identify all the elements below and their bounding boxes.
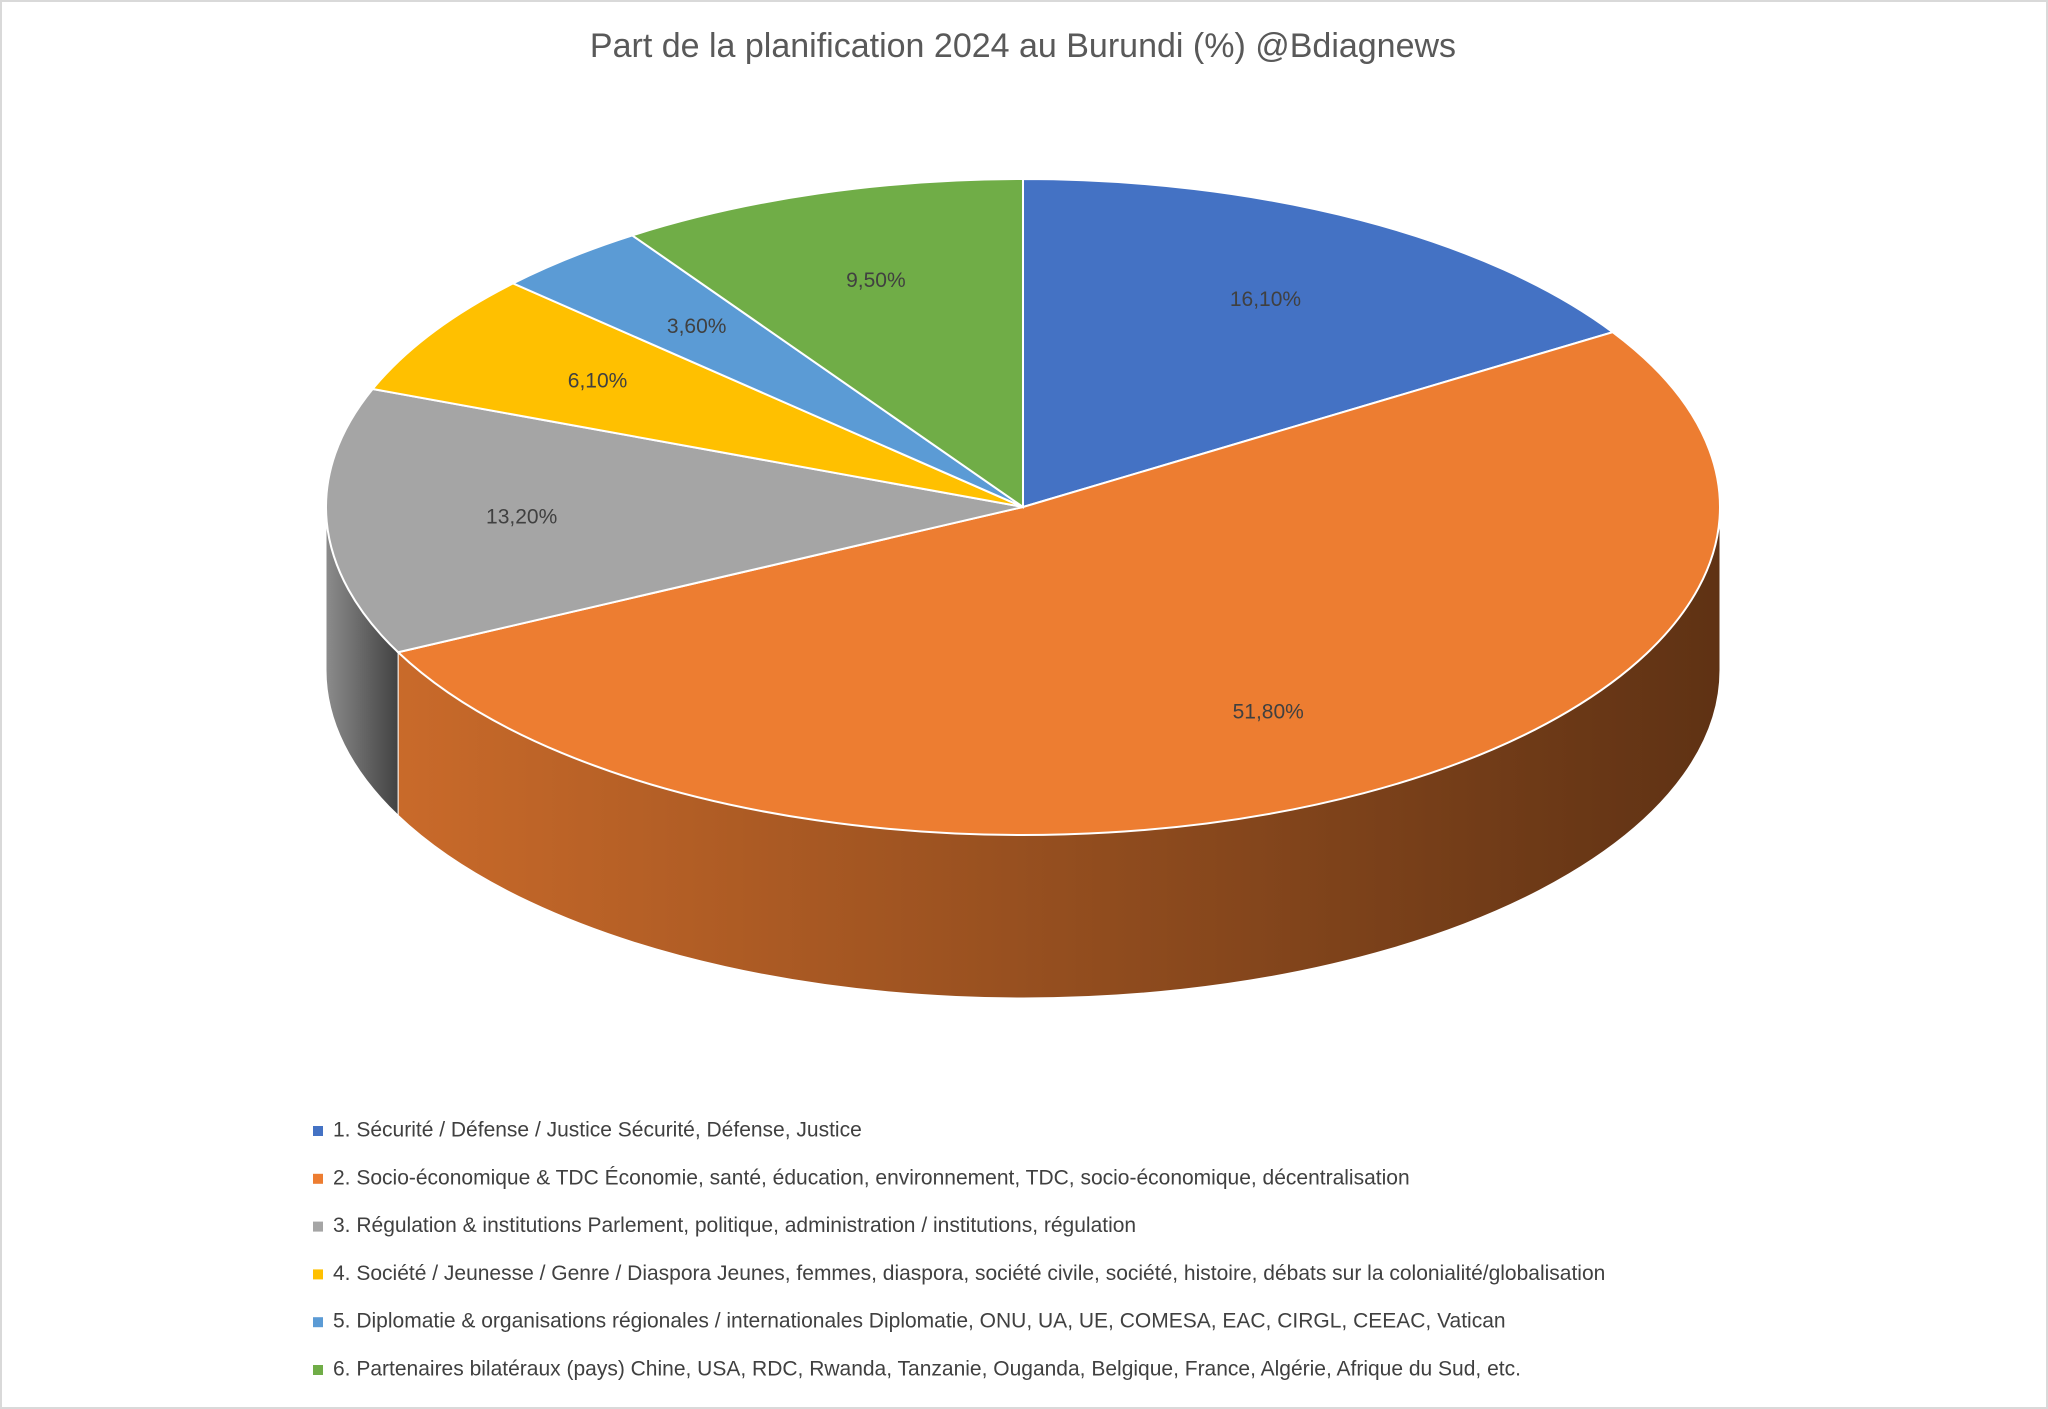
value-label: 6,10% — [568, 369, 628, 392]
legend-swatch — [313, 1269, 323, 1280]
slice — [325, 387, 1024, 654]
legend: 1. Sécurité / Défense / Justice Sécurité… — [313, 1119, 1605, 1381]
legend-label: 3. Régulation & institutions Parlement, … — [333, 1214, 1136, 1237]
legend-label: 6. Partenaires bilatéraux (pays) Chine, … — [333, 1358, 1521, 1381]
legend-label: 1. Sécurité / Défense / Justice Sécurité… — [333, 1119, 862, 1142]
value-label: 16,10% — [1230, 288, 1301, 311]
pie-tops — [325, 177, 1721, 836]
value-label: 9,50% — [846, 269, 906, 292]
value-label: 51,80% — [1233, 701, 1304, 724]
legend-swatch — [313, 1173, 323, 1184]
legend-swatch — [313, 1221, 323, 1232]
value-label: 13,20% — [486, 505, 557, 528]
chart-title: Part de la planification 2024 au Burundi… — [590, 27, 1456, 65]
legend-label: 2. Socio-économique & TDC Économie, sant… — [333, 1166, 1410, 1189]
legend-swatch — [313, 1365, 323, 1375]
slice — [370, 282, 1024, 508]
value-label: 3,60% — [667, 315, 727, 338]
legend-swatch — [313, 1317, 323, 1328]
slice — [630, 177, 1024, 509]
legend-label: 4. Société / Jeunesse / Genre / Diaspora… — [333, 1262, 1605, 1285]
legend-swatch — [313, 1126, 323, 1136]
slice — [396, 331, 1721, 836]
value-labels: 16,10% 51,80% 13,20% 6,10% 3,60% 9,50% — [486, 269, 1304, 724]
legend-label: 5. Diplomatie & organisations régionales… — [333, 1310, 1506, 1333]
slice — [1022, 177, 1615, 509]
